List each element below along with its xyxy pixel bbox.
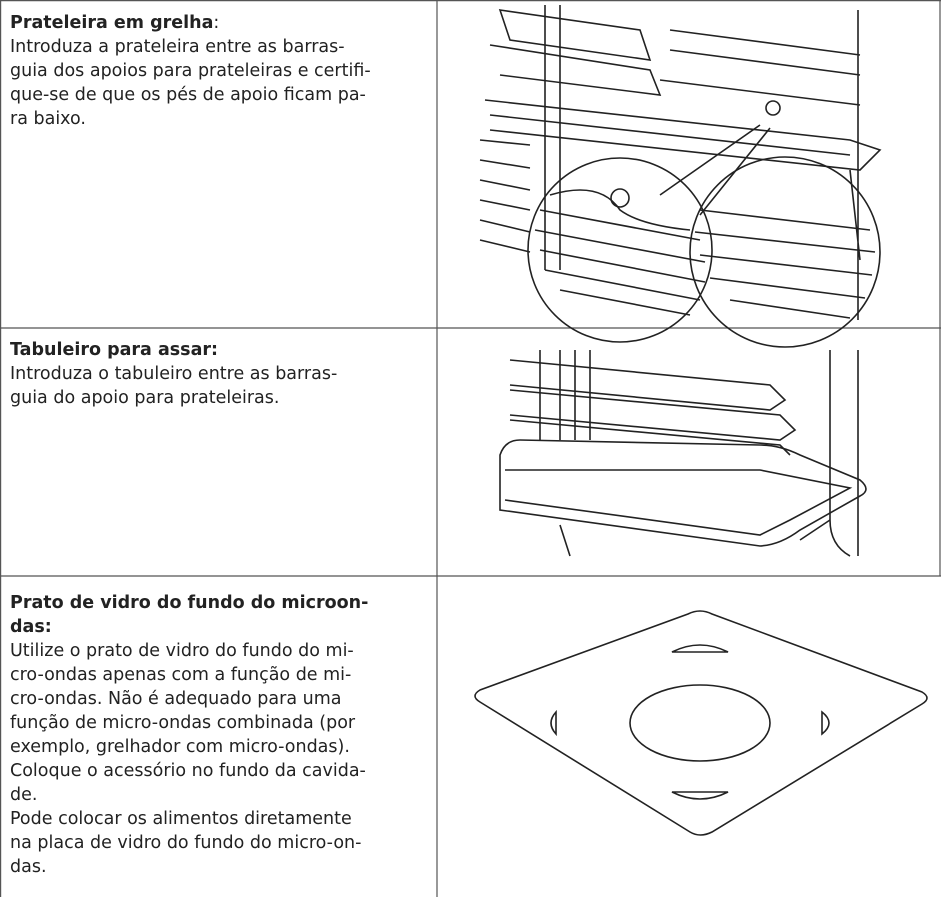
text-line: das. — [10, 857, 47, 877]
row-1-text: Prateleira em grelha: Introduza a pratel… — [10, 11, 430, 131]
text-line: guia dos apoios para prateleiras e certi… — [10, 61, 371, 81]
row-title: Prateleira em grelha — [10, 13, 214, 33]
rack-illustration — [479, 5, 882, 348]
text-line: que-se de que os pés de apoio ficam pa- — [10, 85, 366, 105]
row-title: Tabuleiro para assar: — [10, 340, 219, 360]
row-title: Prato de vidro do fundo do microon- — [10, 593, 369, 613]
text-line: Pode colocar os alimentos diretamente — [10, 809, 352, 829]
tray-illustration — [499, 350, 867, 557]
title-suffix: : — [213, 13, 220, 33]
text-line: Introduza a prateleira entre as barras- — [10, 37, 345, 57]
text-line: cro-ondas. Não é adequado para uma — [10, 689, 342, 709]
text-line: exemplo, grelhador com micro-ondas). — [10, 737, 350, 757]
text-line: Utilize o prato de vidro do fundo do mi- — [10, 641, 354, 661]
glass-plate-illustration — [474, 610, 928, 836]
row-3-text: Prato de vidro do fundo do microon- das:… — [10, 591, 430, 879]
text-line: função de micro-ondas combinada (por — [10, 713, 356, 733]
text-line: guia do apoio para prateleiras. — [10, 388, 280, 408]
row-2-text: Tabuleiro para assar: Introduza o tabule… — [10, 338, 430, 410]
text-line: Introduza o tabuleiro entre as barras- — [10, 364, 338, 384]
text-line: na placa de vidro do fundo do micro-on- — [10, 833, 362, 853]
text-line: de. — [10, 785, 38, 805]
text-line: cro-ondas apenas com a função de mi- — [10, 665, 352, 685]
row-title: das: — [10, 617, 52, 637]
text-line: Coloque o acessório no fundo da cavida- — [10, 761, 366, 781]
text-line: ra baixo. — [10, 109, 86, 129]
